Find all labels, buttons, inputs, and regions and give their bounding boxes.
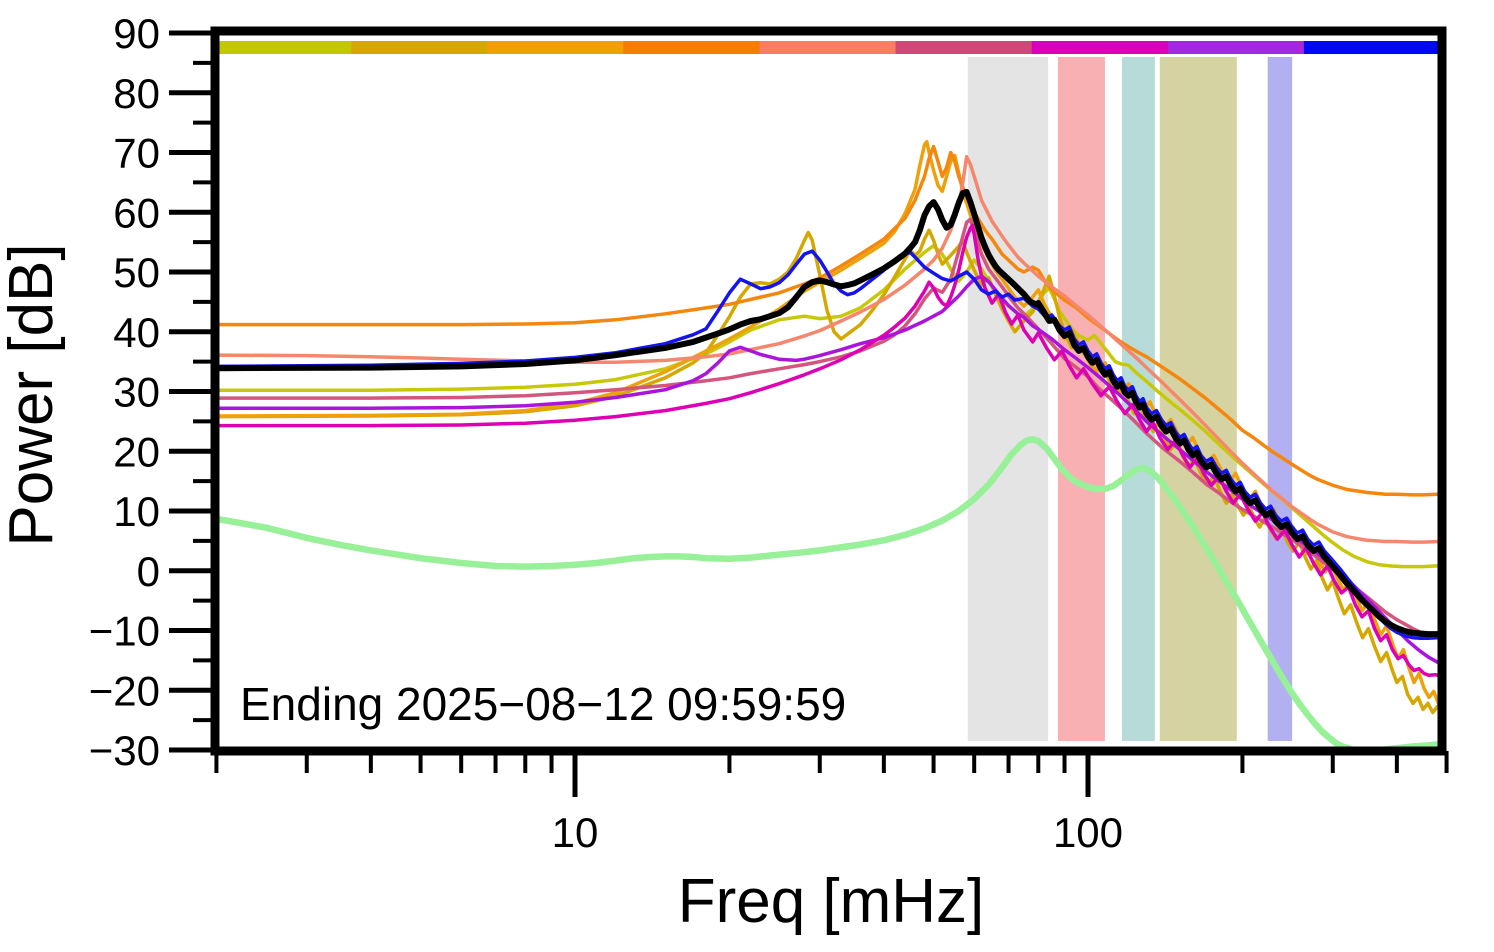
- series-orange: [215, 144, 1442, 497]
- y-tick-label: 50: [113, 249, 160, 296]
- gray-band: [967, 57, 1049, 741]
- olive-band: [1159, 57, 1237, 741]
- series-black-mean: [215, 188, 1442, 638]
- y-tick-label: −30: [89, 727, 160, 774]
- x-tick-label: 100: [1053, 809, 1123, 856]
- series-layer: [215, 139, 1442, 751]
- y-tick-label: 90: [113, 10, 160, 57]
- strip-segment-gold: [351, 41, 488, 54]
- periwinkle-band: [1267, 57, 1293, 741]
- y-axis-title: Power [dB]: [0, 243, 66, 546]
- strip-segment-magenta: [1031, 41, 1169, 54]
- strip-segment-orange: [623, 41, 760, 54]
- y-tick-label: −20: [89, 667, 160, 714]
- y-tick-label: 20: [113, 428, 160, 475]
- strip-segment-amber: [487, 41, 624, 54]
- y-tick-label: 40: [113, 309, 160, 356]
- y-tick-label: −10: [89, 608, 160, 655]
- strip-segment-yellow-green: [215, 41, 352, 54]
- y-tick-label: 30: [113, 369, 160, 416]
- series-yellow-green: [215, 243, 1442, 569]
- series-blue: [215, 249, 1442, 641]
- series-magenta: [215, 223, 1442, 678]
- series-amber: [215, 139, 1442, 706]
- vertical-bands-layer: [967, 57, 1293, 741]
- y-tick-label: 0: [137, 548, 160, 595]
- y-tick-label: 60: [113, 189, 160, 236]
- y-tick-label: 10: [113, 488, 160, 535]
- series-salmon: [215, 154, 1442, 544]
- x-tick-label: 10: [552, 809, 599, 856]
- strip-segment-blue: [1303, 41, 1441, 54]
- series-pale-green: [215, 436, 1442, 751]
- pink-band: [1057, 57, 1105, 741]
- series-purple: [215, 274, 1442, 666]
- strip-segment-rose: [895, 41, 1033, 54]
- x-axis-title: Freq [mHz]: [678, 867, 985, 936]
- top-color-strip: [215, 41, 1441, 54]
- strip-segment-salmon: [759, 41, 897, 54]
- strip-segment-purple: [1167, 41, 1305, 54]
- y-tick-label: 70: [113, 130, 160, 177]
- y-tick-label: 80: [113, 70, 160, 117]
- ending-timestamp-annotation: Ending 2025−08−12 09:59:59: [240, 678, 846, 730]
